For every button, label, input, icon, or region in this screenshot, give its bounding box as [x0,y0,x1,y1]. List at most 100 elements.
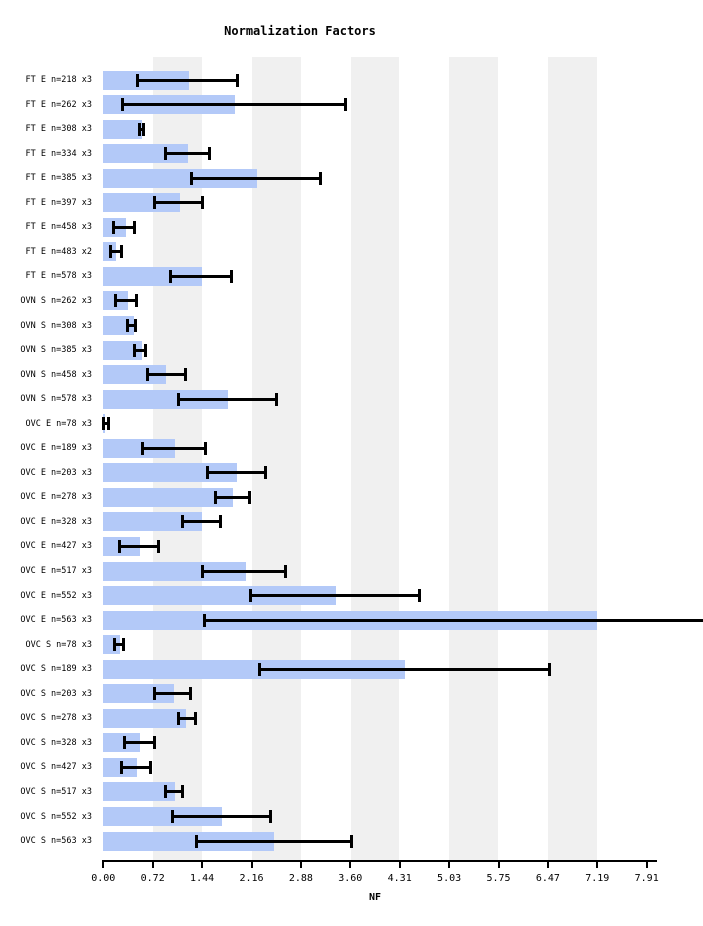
error-bar-cap-right [106,417,110,431]
category-label: OVN S n=385 x3 [20,345,92,356]
error-bar-cap-left [152,196,156,210]
error-bar-cap-left [202,613,206,627]
error-bar-cap-left [153,687,157,701]
tick-label: 2.88 [288,873,313,884]
error-bar-cap-right [229,269,233,283]
category-label: FT E n=483 x2 [25,246,92,257]
error-bar-line [103,422,109,426]
error-bar-line [110,250,122,254]
error-bar-cap-left [171,810,175,823]
axis-tick [201,860,204,868]
error-bar-line [121,765,151,769]
error-bar-cap-right [349,834,353,848]
error-bar-line [137,78,238,82]
tick-label: 1.44 [190,873,215,884]
tick-label: 3.60 [338,873,363,884]
error-bar-cap-right [283,564,287,578]
error-bar-cap-right [343,98,347,112]
error-bar-line [122,103,346,107]
error-bar-cap-left [137,122,141,136]
error-bar-line [124,741,155,745]
error-bar-cap-right [547,662,551,676]
category-label: OVC S n=563 x3 [20,836,92,847]
bar [103,708,187,728]
bar [103,684,175,704]
error-bar-line [178,716,196,720]
category-label: OVC S n=328 x3 [20,737,92,748]
error-bar-cap-right [318,171,322,185]
category-label: OVC E n=328 x3 [20,516,92,527]
error-bar-cap-right [200,196,204,210]
error-bar-cap-right [153,736,157,750]
error-bar-cap-right [149,760,153,774]
category-label: OVC S n=203 x3 [20,688,92,699]
error-bar-cap-left [114,294,118,308]
error-bar-cap-left [102,417,106,431]
axis-tick [299,860,302,868]
error-bar-cap-right [219,515,223,529]
bar [103,659,405,679]
category-label: OVN S n=578 x3 [20,394,92,405]
category-label: FT E n=385 x3 [25,173,92,184]
error-bar-line [202,569,286,573]
tick-label: 5.75 [486,873,511,884]
axis-tick [349,860,352,868]
error-bar-cap-right [235,73,239,87]
category-label: FT E n=458 x3 [25,222,92,233]
background-band [251,57,302,860]
category-label: OVC E n=552 x3 [20,590,92,601]
bar [103,365,167,385]
tick-label: 0.00 [91,873,116,884]
chart-title: Normalization Factors [224,24,376,38]
axis-tick [645,860,648,868]
x-axis-line [103,860,657,862]
x-axis-label: NF [368,892,382,903]
error-bar-cap-left [248,589,252,603]
error-bar-cap-right [208,147,212,161]
bar [103,340,142,360]
category-label: FT E n=397 x3 [25,197,92,208]
category-label: OVC S n=427 x3 [20,762,92,773]
error-bar-cap-left [214,490,218,504]
axis-tick [448,860,451,868]
error-bar-line [204,618,703,622]
error-bar-cap-left [123,736,127,750]
category-label: OVC E n=78 x3 [25,418,92,429]
error-bar-line [182,520,221,524]
bar [103,463,238,483]
error-bar-line [119,544,159,548]
bar [103,807,223,826]
error-bar-cap-left [112,638,116,652]
error-bar-cap-left [136,73,140,87]
error-bar-cap-left [169,269,173,283]
bar [103,782,175,802]
category-label: OVC S n=78 x3 [25,639,92,650]
error-bar-cap-left [190,171,194,185]
axis-tick [102,860,105,868]
category-label: OVN S n=458 x3 [20,369,92,380]
error-bar-cap-left [206,466,210,480]
error-bar-cap-left [195,834,199,848]
error-bar-line [191,176,321,180]
error-bar-line [165,152,210,156]
tick-label: 7.19 [585,873,610,884]
tick-label: 4.31 [387,873,412,884]
axis-tick [596,860,599,868]
bar [103,487,234,507]
error-bar-line [113,225,135,229]
error-bar-line [154,201,203,205]
background-band [350,57,400,860]
error-bar-cap-right [180,785,184,799]
category-label: FT E n=308 x3 [25,124,92,135]
tick-label: 2.16 [239,873,264,884]
error-bar-line [215,495,250,499]
category-label: OVC S n=552 x3 [20,811,92,822]
error-bar-cap-left [163,147,167,161]
error-bar-line [114,643,124,647]
tick-label: 0.72 [140,873,165,884]
category-label: OVN S n=308 x3 [20,320,92,331]
error-bar-cap-right [119,245,123,259]
error-bar-cap-left [201,564,205,578]
error-bar-cap-left [258,662,262,676]
error-bar-line [154,692,191,696]
